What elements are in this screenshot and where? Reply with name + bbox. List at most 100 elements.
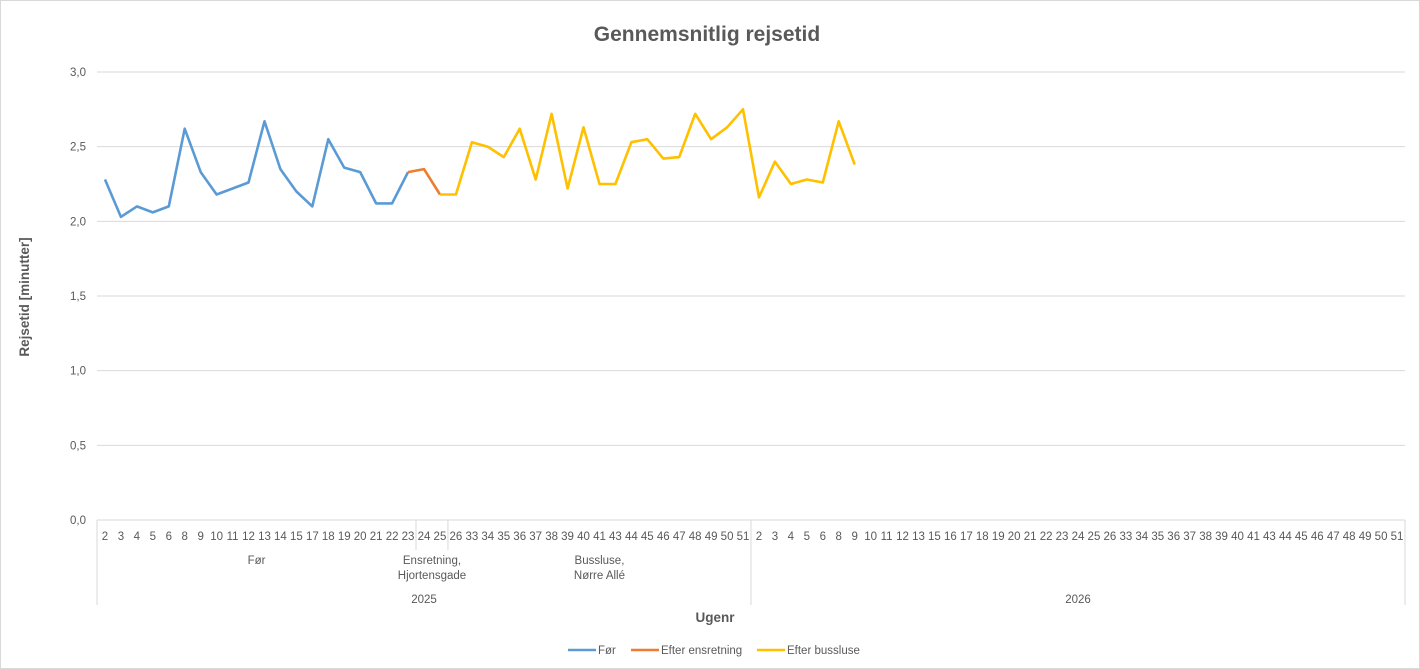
x-tick-label: 13 (912, 531, 925, 543)
x-tick-label: 9 (197, 531, 203, 543)
x-tick-label: 24 (1072, 531, 1085, 543)
x-tick-label: 2 (756, 531, 762, 543)
legend-label: Efter bussluse (787, 645, 860, 657)
x-tick-label: 8 (182, 531, 188, 543)
x-tick-label: 24 (418, 531, 431, 543)
x-tick-label: 39 (1215, 531, 1228, 543)
x-tick-label: 45 (641, 531, 654, 543)
y-tick-label: 0,0 (70, 515, 86, 527)
y-tick-label: 1,5 (70, 291, 86, 303)
series-lines (103, 108, 856, 219)
x-tick-label: 40 (1231, 531, 1244, 543)
y-tick-label: 0,5 (70, 440, 86, 452)
series-line-før (103, 120, 410, 219)
x-tick-label: 38 (1199, 531, 1212, 543)
x-tick-label: 19 (992, 531, 1005, 543)
x-tick-label: 44 (1279, 531, 1292, 543)
x-tick-label: 2 (102, 531, 108, 543)
x-tick-label: 48 (1343, 531, 1356, 543)
x-tick-label: 47 (673, 531, 686, 543)
x-tick-label: 35 (497, 531, 510, 543)
x-tick-label: 19 (338, 531, 351, 543)
x-tick-label: 37 (529, 531, 542, 543)
x-tick-label: 23 (402, 531, 415, 543)
x-tick-label: 8 (836, 531, 842, 543)
x-tick-label: 46 (657, 531, 670, 543)
x-tick-label: 15 (928, 531, 941, 543)
x-tick-label: 34 (1135, 531, 1148, 543)
x-tick-label: 39 (561, 531, 574, 543)
x-tick-label: 12 (896, 531, 909, 543)
x-tick-label: 12 (242, 531, 255, 543)
period-label: Bussluse, (575, 555, 625, 567)
x-tick-label: 44 (625, 531, 638, 543)
x-tick-label: 4 (788, 531, 795, 543)
x-tick-label: 17 (306, 531, 319, 543)
x-tick-label: 50 (721, 531, 734, 543)
x-tick-label: 40 (577, 531, 590, 543)
x-tick-label: 41 (1247, 531, 1260, 543)
x-tick-label: 3 (118, 531, 124, 543)
chart-title: Gennemsnitlig rejsetid (594, 23, 820, 46)
year-label: 2025 (411, 594, 437, 606)
x-tick-label: 43 (609, 531, 622, 543)
x-axis-label: Ugenr (695, 610, 735, 625)
x-tick-label: 10 (210, 531, 223, 543)
x-tick-label: 11 (227, 531, 239, 543)
x-tick-label: 34 (481, 531, 494, 543)
legend-label: Efter ensretning (661, 645, 742, 657)
x-tick-label: 47 (1327, 531, 1340, 543)
x-tick-label: 23 (1056, 531, 1069, 543)
x-tick-label: 22 (1040, 531, 1053, 543)
x-tick-label: 26 (1104, 531, 1117, 543)
x-tick-label: 35 (1151, 531, 1164, 543)
y-axis-label: Rejsetid [minutter] (17, 237, 32, 356)
period-label: Før (248, 555, 266, 567)
x-tick-label: 10 (864, 531, 877, 543)
x-tick-label: 18 (976, 531, 989, 543)
x-tick-label: 21 (1024, 531, 1037, 543)
x-tick-label: 6 (166, 531, 172, 543)
x-axis: 2 3 4 5 6 8 9 10 11 12 13 14 15 17 18 19 20 21 22 23 24 25 26 3… (96, 520, 1406, 606)
x-tick-label: 49 (1359, 531, 1372, 543)
x-tick-label: 46 (1311, 531, 1324, 543)
x-tick-label: 20 (354, 531, 367, 543)
x-tick-label: 41 (593, 531, 606, 543)
x-tick-label: 26 (450, 531, 463, 543)
x-tick-label: 13 (258, 531, 271, 543)
x-tick-label: 33 (1119, 531, 1132, 543)
series-line-efter-bussluse (440, 108, 856, 199)
x-tick-label: 51 (737, 531, 750, 543)
gridlines (97, 71, 1405, 521)
x-tick-label: 51 (1391, 531, 1404, 543)
x-tick-label: 22 (386, 531, 399, 543)
period-label: Hjortensgade (398, 570, 466, 582)
y-axis-ticks: 0,0 0,5 1,0 1,5 2,0 2,5 3,0 (70, 67, 86, 527)
x-tick-label: 25 (434, 531, 447, 543)
x-tick-label: 11 (881, 531, 893, 543)
x-tick-label: 33 (465, 531, 478, 543)
x-tick-label: 6 (820, 531, 826, 543)
x-tick-label: 25 (1088, 531, 1101, 543)
x-tick-label: 21 (370, 531, 383, 543)
x-tick-label: 50 (1375, 531, 1388, 543)
legend-label: Før (598, 645, 616, 657)
y-tick-label: 2,0 (70, 216, 86, 228)
period-label: Nørre Allé (574, 570, 625, 582)
x-tick-label: 38 (545, 531, 558, 543)
x-tick-label: 9 (851, 531, 857, 543)
x-tick-label: 45 (1295, 531, 1308, 543)
x-tick-label: 18 (322, 531, 335, 543)
year-label: 2026 (1065, 594, 1091, 606)
y-tick-label: 3,0 (70, 67, 86, 79)
x-tick-label: 17 (960, 531, 973, 543)
x-tick-label: 48 (689, 531, 702, 543)
x-tick-label: 14 (274, 531, 287, 543)
x-tick-label: 16 (944, 531, 957, 543)
x-tick-label: 20 (1008, 531, 1021, 543)
series-line-efter-ensretning (407, 167, 442, 196)
legend: Før Efter ensretning Efter bussluse (568, 645, 860, 657)
x-tick-label: 4 (134, 531, 141, 543)
y-tick-label: 1,0 (70, 366, 86, 378)
